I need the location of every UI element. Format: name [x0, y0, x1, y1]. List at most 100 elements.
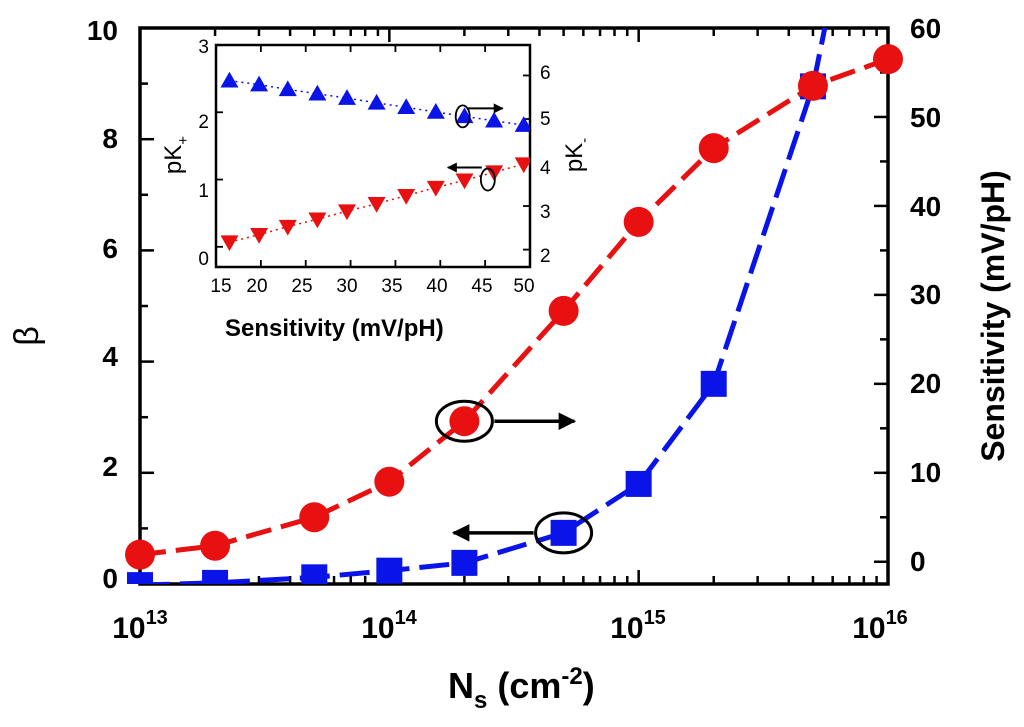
inset-point-triangle-up: [308, 84, 327, 101]
inset-point-triangle-up: [485, 111, 504, 128]
inset-x-tick-label: 35: [381, 276, 402, 297]
x-tick-label: 1014: [361, 607, 417, 645]
y2-tick-label: 30: [910, 279, 941, 310]
inset-point-triangle-down: [397, 188, 416, 205]
inset-point-triangle-down: [250, 227, 269, 244]
y-tick-label: 6: [102, 233, 118, 264]
y2-tick-label: 0: [910, 546, 926, 577]
inset-point-triangle-down: [367, 197, 386, 213]
inset-y-tick-label: 2: [198, 112, 209, 133]
y2-tick-label: 60: [910, 13, 941, 44]
main-y2-tick-labels: 0 10 20 30 40 50 60: [910, 13, 941, 577]
inset-annotations: [446, 103, 504, 192]
series-line: [139, 28, 828, 584]
data-point-circle: [797, 70, 828, 101]
inset-annotation-ellipse: [479, 167, 496, 192]
x-tick-label: 1015: [610, 607, 666, 645]
inset-point-triangle-down: [308, 212, 327, 229]
inset-y-axis-label: pK+: [160, 136, 192, 174]
data-point-square: [451, 549, 478, 576]
y-axis-label: β: [8, 326, 46, 346]
inset-x-axis-label: Sensitivity (mV/pH): [225, 315, 444, 342]
y-tick-label: 4: [102, 341, 118, 372]
inset-x-tick-label: 20: [246, 276, 267, 297]
inset-y2-tick-label: 5: [540, 109, 551, 130]
main-axis-ticks: [138, 26, 888, 586]
x-axis-label: Ns (cm-2): [448, 663, 595, 714]
inset-axis-ticks: [215, 44, 531, 267]
inset-y-tick-label: 0: [198, 249, 209, 270]
inset-plot-frame: [214, 43, 532, 269]
inset-y-tick-labels: 0 1 2 3: [198, 37, 209, 270]
data-point-circle: [873, 44, 903, 75]
data-point-circle: [623, 206, 654, 237]
inset-point-triangle-down: [514, 157, 530, 174]
inset-point-triangle-up: [367, 93, 386, 110]
y2-tick-label: 50: [910, 102, 941, 133]
data-point-circle: [698, 133, 729, 164]
data-point-square: [202, 569, 229, 584]
inset-point-triangle-up: [250, 75, 269, 92]
y-tick-label: 0: [102, 563, 118, 594]
inset-x-tick-labels: 15 20 25 30 35 40 45 50: [210, 276, 534, 297]
main-y-tick-labels: 0 2 4 6 8 10: [87, 15, 119, 594]
data-point-square: [376, 557, 403, 584]
y-tick-label: 2: [102, 451, 118, 482]
data-point-square: [625, 470, 652, 497]
x-tick-label: 1013: [112, 607, 168, 645]
inset-y-tick-label: 1: [198, 181, 209, 202]
inset-series-line: [229, 163, 524, 243]
data-point-square: [700, 370, 727, 397]
data-point-circle: [299, 502, 330, 533]
inset-x-tick-label: 30: [336, 276, 357, 297]
inset-y2-tick-label: 4: [540, 158, 551, 179]
data-point-circle: [374, 466, 405, 497]
inset-y2-tick-labels: 2 3 4 5 6: [540, 63, 551, 267]
data-point-square: [550, 519, 577, 546]
inset-point-triangle-up: [337, 89, 356, 105]
inset-y2-tick-label: 2: [540, 246, 551, 267]
inset-point-triangle-down: [426, 180, 445, 197]
series-sensitivity: [125, 44, 903, 570]
inset-series-line: [229, 79, 524, 126]
inset-point-triangle-down: [278, 219, 297, 236]
series-line: [139, 56, 889, 558]
inset-point-triangle-up: [220, 71, 239, 88]
y2-tick-label: 40: [910, 191, 941, 222]
inset-x-tick-label: 25: [291, 276, 312, 297]
y-tick-label: 10: [87, 15, 118, 46]
main-series-layer: [125, 28, 903, 584]
inset-point-triangle-down: [337, 204, 356, 221]
data-point-circle: [200, 530, 231, 561]
inset-y2-tick-label: 6: [540, 63, 551, 84]
inset-point-triangle-up: [514, 116, 530, 132]
y2-tick-label: 10: [910, 457, 941, 488]
inset-point-triangle-up: [278, 80, 297, 97]
inset-point-triangle-up: [397, 98, 416, 114]
data-point-square: [301, 564, 328, 584]
annotation-ellipse: [434, 399, 494, 443]
inset-point-triangle-up: [426, 103, 445, 119]
inset-series-pk-plus: [220, 157, 530, 252]
inset-point-triangle-down: [220, 235, 239, 252]
inset-series-pk-minus: [220, 71, 530, 132]
y2-axis-label: Sensitivity (mV/pH): [975, 170, 1011, 462]
annotation-ellipse: [534, 511, 594, 555]
data-point-circle: [548, 295, 579, 326]
y-tick-label: 8: [102, 123, 118, 154]
inset-x-tick-label: 15: [210, 276, 231, 297]
inset-annotation-ellipse: [454, 104, 471, 129]
main-x-tick-labels: 1013 1014 1015 1016: [112, 607, 908, 645]
inset-y-tick-label: 3: [198, 37, 209, 58]
main-annotations: [434, 399, 594, 555]
inset-x-tick-label: 40: [426, 276, 447, 297]
inset-series-layer: [220, 71, 530, 252]
inset-x-tick-label: 50: [513, 276, 534, 297]
data-point-square: [127, 572, 153, 584]
inset-x-tick-label: 45: [471, 276, 492, 297]
data-point-circle: [125, 539, 155, 570]
data-point-circle: [449, 406, 480, 437]
x-tick-label: 1016: [852, 607, 908, 645]
